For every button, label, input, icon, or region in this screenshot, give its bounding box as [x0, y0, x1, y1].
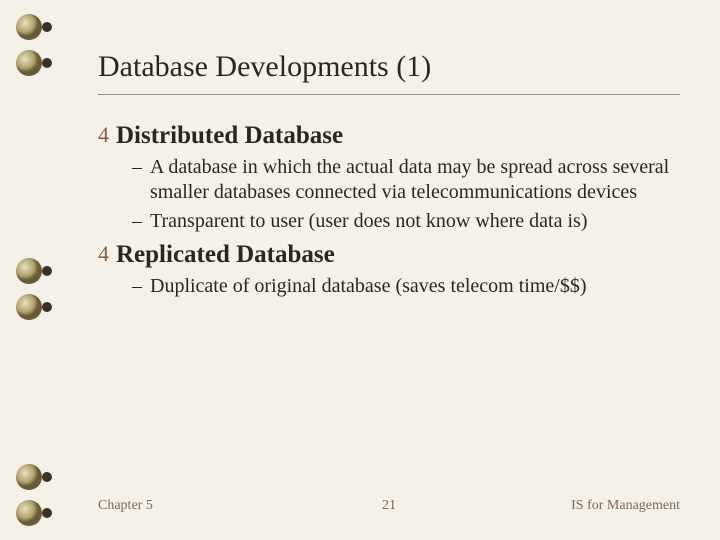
ring-icon [14, 498, 44, 528]
l2-bullet-icon: – [132, 274, 150, 299]
l1-label: Distributed Database [116, 121, 343, 151]
ring-icon [14, 256, 44, 286]
binder-hole [42, 508, 52, 518]
bullet-l1: 4 Distributed Database [98, 121, 680, 151]
l2-text: Transparent to user (user does not know … [150, 209, 596, 234]
l1-bullet-icon: 4 [98, 121, 116, 147]
slide-title: Database Developments (1) [98, 50, 680, 84]
binder-hole [42, 58, 52, 68]
ring-icon [14, 12, 44, 42]
l1-label: Replicated Database [116, 240, 335, 270]
bullet-l2: – Transparent to user (user does not kno… [132, 209, 680, 234]
footer-left: Chapter 5 [98, 498, 153, 514]
l2-text: Duplicate of original database (saves te… [150, 274, 595, 299]
l2-text: A database in which the actual data may … [150, 155, 680, 205]
binder-hole [42, 22, 52, 32]
bullet-l2: – Duplicate of original database (saves … [132, 274, 680, 299]
slide-body: Database Developments (1) 4 Distributed … [60, 0, 720, 540]
binder-hole [42, 266, 52, 276]
footer-right: IS for Management [571, 498, 680, 514]
bullet-l2: – A database in which the actual data ma… [132, 155, 680, 205]
ring-icon [14, 48, 44, 78]
title-rule [98, 94, 680, 95]
l1-bullet-icon: 4 [98, 240, 116, 266]
ring-icon [14, 462, 44, 492]
binder-hole [42, 302, 52, 312]
binder-hole [42, 472, 52, 482]
ring-icon [14, 292, 44, 322]
bullet-l1: 4 Replicated Database [98, 240, 680, 270]
l2-bullet-icon: – [132, 155, 150, 180]
l2-bullet-icon: – [132, 209, 150, 234]
binder-rings [0, 0, 48, 540]
slide-footer: 21 Chapter 5 IS for Management [98, 498, 680, 514]
